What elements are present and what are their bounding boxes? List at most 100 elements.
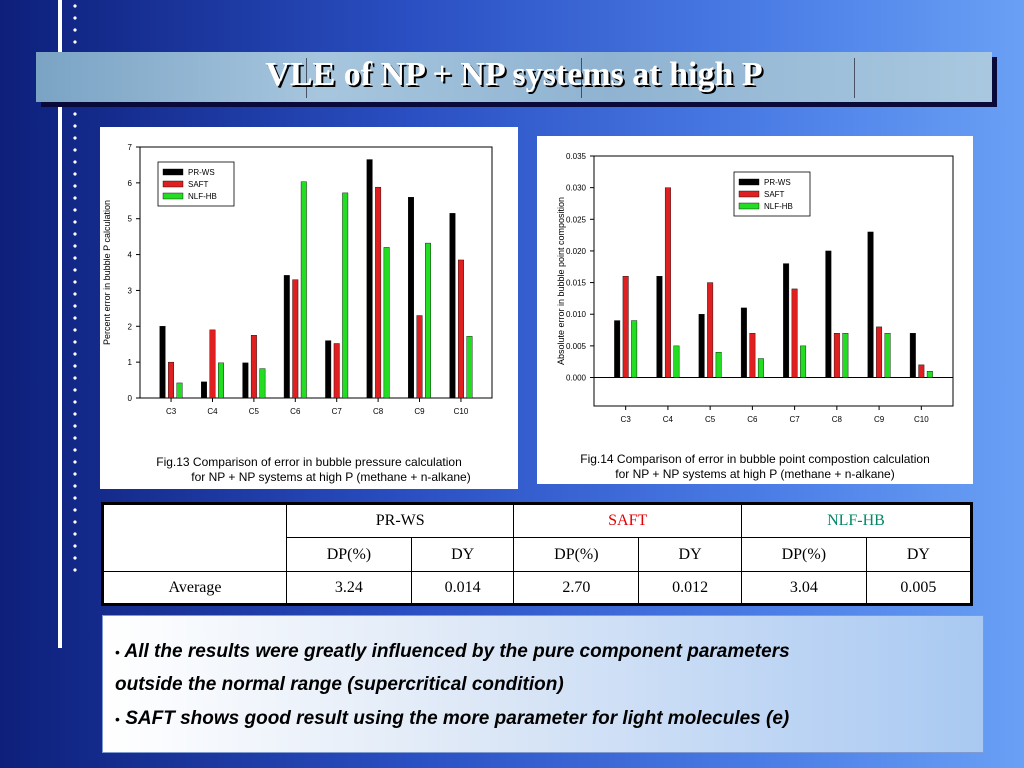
- legend-swatch: [738, 202, 760, 210]
- bubble-composition-error-chart: 0.000 0.005 0.010 0.015 0.020 0.025 0.030 0.035…: [556, 152, 954, 424]
- bar: [159, 326, 166, 399]
- y-tick-label: 6: [128, 179, 133, 188]
- bar: [614, 320, 621, 378]
- bar: [325, 340, 332, 399]
- chart-panel-bubble-pressure: 0 1 2 3 4 5 6 7 C3 C4 C5 C6 C7 C8 C9 C10 Percent error i…: [100, 127, 518, 489]
- bar: [201, 381, 207, 399]
- chart-panel-bubble-composition: 0.000 0.005 0.010 0.015 0.020 0.025 0.030 0.035…: [537, 136, 973, 484]
- table-cell: 0.005: [865, 571, 973, 605]
- x-tick-label: C5: [705, 415, 716, 424]
- average-error-table: PR-WS SAFT NLF-HB DP(%) DY DP(%) DY DP(%…: [101, 502, 973, 606]
- bar: [425, 242, 431, 399]
- bar: [333, 343, 340, 399]
- bar: [449, 213, 456, 399]
- table-cell: 3.04: [740, 571, 867, 605]
- bar: [673, 345, 680, 378]
- bar: [457, 259, 464, 399]
- y-tick-label: 4: [128, 251, 133, 260]
- table-corner-cell: [102, 503, 287, 572]
- x-tick-label: C10: [914, 415, 929, 424]
- x-tick-label: C4: [207, 407, 218, 416]
- bar: [259, 368, 266, 399]
- chart-caption: Fig.13 Comparison of error in bubble pre…: [100, 455, 518, 485]
- title-bar: VLE of NP + NP systems at high P: [36, 52, 992, 102]
- y-tick-label: 0.025: [566, 215, 587, 224]
- table-row-label: Average: [102, 571, 287, 605]
- table-subheader: DY: [865, 537, 973, 572]
- table-subheader: DP(%): [513, 537, 640, 572]
- bar: [842, 333, 849, 378]
- legend-swatch: [738, 178, 760, 186]
- legend-swatch: [738, 190, 760, 198]
- bar: [416, 315, 423, 399]
- bar: [366, 159, 373, 399]
- legend-label: SAFT: [764, 190, 785, 199]
- plot-frame: [139, 146, 493, 399]
- legend-label: PR-WS: [764, 178, 791, 187]
- x-tick-label: C9: [414, 407, 425, 416]
- legend-label: NLF-HB: [188, 192, 217, 201]
- bar: [656, 276, 663, 378]
- legend-label: SAFT: [188, 180, 209, 189]
- bar: [375, 186, 382, 399]
- bar: [926, 370, 933, 378]
- bar: [300, 181, 307, 399]
- bar: [209, 329, 216, 399]
- caption-line: for NP + NP systems at high P (methane +…: [615, 467, 895, 481]
- x-tick-label: C5: [249, 407, 260, 416]
- y-tick-label: 0.015: [566, 279, 587, 288]
- y-tick-label: 0.030: [566, 184, 587, 193]
- bar: [176, 382, 183, 399]
- x-tick-label: C3: [621, 415, 632, 424]
- legend-swatch: [162, 192, 184, 200]
- table-cell: 0.012: [638, 571, 742, 605]
- table-cell: 3.24: [286, 571, 412, 605]
- bullet-text: outside the normal range (supercritical …: [115, 674, 564, 695]
- y-tick-label: 7: [128, 143, 133, 152]
- bar: [800, 345, 807, 378]
- bar: [757, 358, 764, 378]
- decorative-vertical-line: [58, 0, 62, 648]
- x-tick-label: C7: [790, 415, 801, 424]
- title-bar-divider: [854, 58, 855, 98]
- x-tick-label: C9: [874, 415, 885, 424]
- bar: [698, 314, 705, 378]
- bar: [876, 326, 883, 378]
- bubble-pressure-error-chart: 0 1 2 3 4 5 6 7 C3 C4 C5 C6 C7 C8 C9 C10 Percent error i…: [102, 143, 493, 416]
- y-tick-label: 0: [128, 394, 133, 403]
- bar: [283, 275, 290, 399]
- x-tick-label: C8: [373, 407, 384, 416]
- table-cell: 0.014: [410, 571, 515, 605]
- bar: [825, 250, 832, 378]
- y-tick-label: 2: [128, 322, 133, 331]
- legend-label: NLF-HB: [764, 202, 793, 211]
- x-tick-label: C4: [663, 415, 674, 424]
- bar: [218, 362, 224, 399]
- y-tick-label: 3: [128, 286, 133, 295]
- bar: [715, 352, 722, 378]
- bar: [250, 335, 257, 399]
- bar: [707, 282, 714, 378]
- slide-title: VLE of NP + NP systems at high P: [265, 56, 763, 93]
- table-subheader: DP(%): [286, 537, 412, 572]
- bar: [664, 187, 671, 378]
- conclusion-box: • All the results were greatly influence…: [102, 615, 984, 753]
- y-tick-label: 5: [128, 215, 133, 224]
- x-tick-label: C6: [747, 415, 758, 424]
- y-tick-label: 0.005: [566, 342, 587, 351]
- x-tick-label: C7: [332, 407, 343, 416]
- y-tick-label: 0.010: [566, 310, 587, 319]
- bar: [918, 364, 925, 378]
- y-axis-label: Percent error in bubble P calculation: [102, 200, 112, 345]
- bar: [342, 192, 349, 399]
- bar: [867, 231, 874, 378]
- bar: [909, 333, 916, 378]
- bar: [791, 288, 798, 378]
- table-header-saft: SAFT: [513, 503, 742, 538]
- y-tick-label: 0.020: [566, 247, 587, 256]
- y-tick-label: 0.000: [566, 374, 587, 383]
- legend-swatch: [162, 168, 184, 176]
- chart-caption: Fig.14 Comparison of error in bubble poi…: [537, 452, 973, 482]
- bar: [749, 333, 756, 378]
- table-header-nlf-hb: NLF-HB: [740, 503, 973, 538]
